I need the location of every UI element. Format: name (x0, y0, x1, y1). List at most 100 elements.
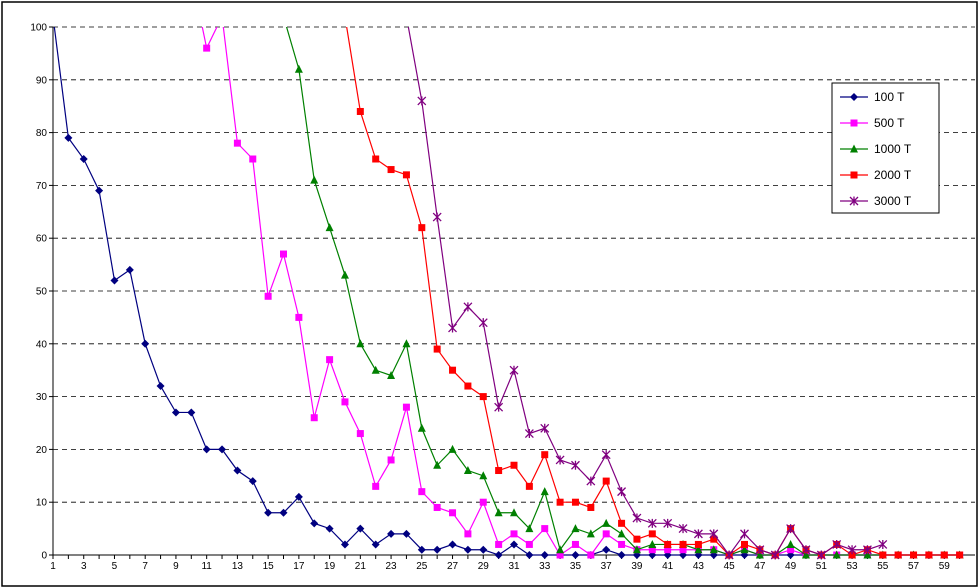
y-tick-label: 40 (36, 339, 48, 350)
data-point-1000-t (325, 223, 334, 232)
data-point-3000-t (647, 518, 657, 528)
data-point-500-t (602, 530, 610, 538)
data-point-3000-t (740, 529, 749, 539)
data-point-500-t (787, 546, 795, 554)
data-point-500-t (356, 430, 364, 438)
data-point-2000-t (402, 171, 410, 179)
data-point-100-t (110, 276, 119, 285)
data-point-3000-t (878, 539, 888, 549)
data-point-2000-t (387, 166, 395, 174)
data-point-3000-t (693, 529, 703, 539)
data-point-2000-t (925, 551, 933, 559)
y-tick-label: 20 (36, 445, 48, 456)
data-point-2000-t (633, 535, 641, 543)
data-point-3000-t (478, 318, 488, 328)
data-point-500-t (372, 482, 380, 490)
data-point-1000-t (433, 460, 442, 469)
x-tick-label: 29 (478, 561, 490, 572)
legend-item-100-t: 100 T (840, 90, 905, 104)
data-point-1000-t (540, 487, 549, 496)
data-point-3000-t (463, 302, 473, 312)
data-point-2000-t (495, 467, 503, 475)
x-tick-label: 43 (693, 561, 705, 572)
data-point-3000-t (678, 524, 688, 534)
data-point-500-t (571, 540, 579, 548)
data-point-3000-t (801, 545, 811, 555)
data-point-100-t (294, 492, 303, 501)
data-point-2000-t (602, 477, 610, 485)
y-tick-label: 0 (41, 551, 47, 562)
data-point-2000-t (525, 482, 533, 490)
data-point-2000-t (664, 540, 672, 548)
data-point-100-t (448, 540, 457, 549)
x-tick-label: 1 (50, 561, 56, 572)
data-point-1000-t (694, 545, 703, 554)
data-point-1000-t (617, 529, 626, 538)
data-point-1000-t (556, 545, 565, 554)
data-point-100-t (540, 551, 549, 559)
data-point-100-t (171, 408, 180, 417)
data-point-100-t (125, 265, 134, 274)
data-point-2000-t (710, 535, 718, 543)
legend-item-1000-t: 1000 T (840, 142, 912, 156)
data-point-500-t (525, 540, 533, 548)
x-tick-label: 11 (201, 561, 212, 572)
data-point-3000-t (509, 365, 519, 375)
data-point-3000-t (663, 518, 673, 528)
x-tick-label: 23 (386, 561, 398, 572)
data-point-2000-t (449, 366, 457, 374)
data-point-100-t (310, 519, 319, 528)
legend: 100 T 500 T 1000 T 2000 T 3000 T (831, 82, 940, 214)
data-point-100-t (218, 445, 227, 454)
data-point-1000-t (387, 370, 396, 379)
data-point-500-t (433, 503, 441, 511)
data-point-500-t (464, 530, 472, 538)
data-point-100-t (233, 466, 242, 475)
data-point-100-t (340, 540, 349, 549)
y-tick-label: 70 (36, 181, 48, 192)
data-point-2000-t (910, 551, 918, 559)
data-point-100-t (279, 508, 288, 517)
data-point-3000-t (601, 450, 611, 460)
data-point-100-t (602, 545, 611, 554)
data-point-3000-t (786, 524, 796, 534)
data-point-3000-t (540, 423, 550, 433)
data-point-2000-t (879, 551, 887, 559)
data-point-2000-t (464, 382, 472, 390)
data-point-500-t (479, 498, 487, 506)
x-tick-label: 37 (601, 561, 613, 572)
data-point-3000-t (832, 539, 842, 549)
series-3000-t (407, 27, 888, 560)
data-point-3000-t (816, 550, 826, 560)
data-point-500-t (418, 488, 426, 496)
legend-marker (849, 196, 859, 206)
data-point-500-t (326, 356, 334, 364)
data-point-2000-t (479, 393, 487, 401)
x-tick-label: 7 (142, 561, 148, 572)
y-tick-label: 100 (30, 23, 47, 34)
data-point-1000-t (494, 508, 503, 517)
data-point-100-t (325, 524, 334, 533)
x-tick-label: 5 (112, 561, 118, 572)
data-point-1000-t (786, 539, 795, 548)
legend-label: 3000 T (874, 194, 912, 208)
data-point-100-t (433, 545, 442, 554)
x-tick-label: 3 (81, 561, 87, 572)
data-point-500-t (233, 139, 241, 147)
data-point-100-t (248, 477, 257, 486)
y-tick-label: 30 (36, 392, 48, 403)
data-point-500-t (449, 509, 457, 517)
data-point-500-t (402, 403, 410, 411)
data-point-500-t (280, 250, 287, 258)
data-point-1000-t (340, 270, 349, 279)
data-point-2000-t (940, 551, 948, 559)
x-tick-label: 45 (724, 561, 736, 572)
data-point-1000-t (832, 550, 841, 559)
data-point-3000-t (632, 513, 642, 523)
y-tick-label: 90 (36, 75, 48, 86)
data-point-100-t (371, 540, 380, 549)
data-point-1000-t (801, 550, 810, 559)
data-point-2000-t (541, 451, 549, 459)
data-point-2000-t (556, 498, 564, 506)
